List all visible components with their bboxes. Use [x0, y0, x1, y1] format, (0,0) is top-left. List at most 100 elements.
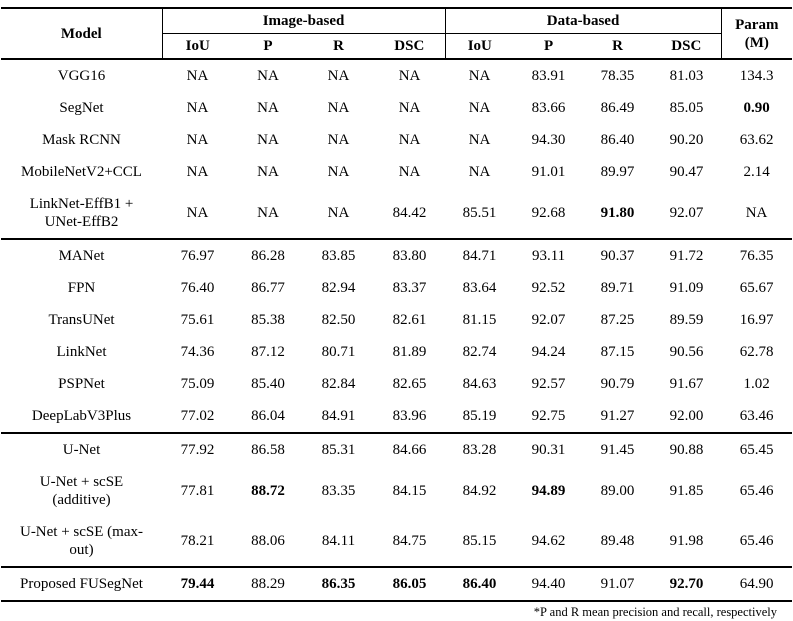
- col-header-p-data: P: [514, 33, 584, 60]
- model-name: U-Net + scSE (max-out): [1, 516, 162, 568]
- value-cell: NA: [398, 164, 421, 180]
- value-cell: 77.02: [162, 400, 233, 434]
- col-header-iou-data: IoU: [445, 33, 515, 60]
- value-cell: 86.58: [251, 442, 285, 458]
- value-cell: 85.51: [445, 188, 515, 240]
- col-group-image-based: Image-based: [162, 8, 446, 34]
- value-cell: 92.75: [514, 400, 584, 434]
- table-row: SegNet NA NA NA NA NA 83.66 86.49 85.05 0.90: [1, 92, 792, 124]
- value-cell: 84.15: [392, 483, 427, 499]
- value-cell: 84.91: [303, 400, 374, 434]
- value-cell: 74.36: [180, 344, 215, 360]
- table-footnote: *P and R mean precision and recall, resp…: [533, 605, 777, 619]
- value-cell: 92.52: [531, 280, 566, 296]
- value-cell: 76.97: [180, 248, 215, 264]
- table-row: DeepLabV3Plus 77.02 86.04 84.91 83.96 85.19 92…: [1, 400, 793, 434]
- value-cell: 91.80: [583, 188, 653, 240]
- value-cell: NA: [233, 188, 303, 240]
- value-cell: 84.66: [392, 442, 427, 458]
- value-cell: 92.00: [652, 400, 722, 434]
- value-cell: 84.92: [462, 483, 497, 499]
- value-cell: NA: [186, 100, 209, 116]
- model-name: U-Net + scSE (additive): [39, 474, 124, 508]
- model-name: U-Net: [62, 442, 101, 458]
- value-cell: 89.97: [600, 164, 635, 180]
- value-cell: 91.27: [583, 400, 653, 434]
- param-label-line2: (M): [744, 34, 769, 51]
- value-cell: 75.61: [180, 312, 215, 328]
- value-cell: 92.07: [652, 188, 722, 240]
- value-cell: NA: [468, 68, 491, 84]
- value-cell: 85.31: [321, 442, 356, 458]
- value-cell: 86.05: [392, 576, 427, 592]
- param-label-line1: Param: [735, 16, 779, 33]
- value-cell: 86.77: [251, 280, 285, 296]
- table-row: U-Net 77.92 86.58 85.31 84.66 83.28 90.31 91.45…: [1, 433, 792, 466]
- value-cell: 94.62: [514, 516, 584, 568]
- value-cell: 91.01: [531, 164, 566, 180]
- value-cell: NA: [398, 132, 421, 148]
- col-header-iou-image: IoU: [162, 33, 233, 60]
- value-cell: 86.35: [321, 576, 356, 592]
- value-cell: 91.45: [600, 442, 635, 458]
- value-cell: 83.28: [462, 442, 497, 458]
- value-cell: NA: [303, 188, 374, 240]
- value-cell: NA: [257, 132, 279, 148]
- value-cell: 90.79: [600, 376, 635, 392]
- value-cell: 76.40: [180, 280, 215, 296]
- value-cell: 75.09: [180, 376, 215, 392]
- value-cell: NA: [468, 100, 491, 116]
- value-cell: 0.90: [743, 100, 770, 116]
- table-row: VGG16 NA NA NA NA NA 83.91 78.35 81.03 134.3: [1, 59, 792, 92]
- value-cell: 88.29: [251, 576, 285, 592]
- model-name: DeepLabV3Plus: [1, 400, 162, 434]
- model-name: LinkNet-EffB1 + UNet-EffB2: [1, 188, 162, 240]
- value-cell: NA: [186, 164, 209, 180]
- value-cell: 94.30: [531, 132, 566, 148]
- model-name: LinkNet: [56, 344, 107, 360]
- value-cell: 84.71: [462, 248, 497, 264]
- value-cell: 94.24: [531, 344, 566, 360]
- value-cell: 90.56: [669, 344, 704, 360]
- value-cell: 82.50: [321, 312, 356, 328]
- value-cell: 82.65: [392, 376, 427, 392]
- value-cell: 90.88: [669, 442, 704, 458]
- value-cell: NA: [162, 188, 233, 240]
- table-row: MANet 76.97 86.28 83.85 83.80 84.71 93.11 90.37…: [1, 239, 792, 272]
- value-cell: 81.89: [392, 344, 427, 360]
- col-header-dsc-image: DSC: [374, 33, 446, 60]
- value-cell: 86.49: [600, 100, 635, 116]
- value-cell: 92.57: [531, 376, 566, 392]
- value-cell: NA: [257, 164, 279, 180]
- value-cell: NA: [186, 68, 209, 84]
- value-cell: 94.89: [531, 483, 566, 499]
- col-header-param: Param (M): [721, 8, 793, 60]
- table-row: PSPNet 75.09 85.40 82.84 82.65 84.63 92.57 90.7…: [1, 368, 792, 400]
- value-cell: NA: [327, 100, 350, 116]
- table-header: Model Image-based Data-based Param (M) Io…: [1, 8, 793, 60]
- model-name: Proposed FUSegNet: [20, 576, 143, 592]
- col-header-model: Model: [1, 8, 163, 60]
- col-header-r-data: R: [583, 33, 653, 60]
- value-cell: 87.15: [600, 344, 635, 360]
- table-row: FPN 76.40 86.77 82.94 83.37 83.64 92.52 89.71 91…: [1, 272, 792, 304]
- value-cell: 91.67: [669, 376, 704, 392]
- header-row-groups: Model Image-based Data-based Param (M): [1, 8, 793, 60]
- value-cell: 83.37: [392, 280, 427, 296]
- value-cell: 83.85: [321, 248, 356, 264]
- table-row: MobileNetV2+CCL NA NA NA NA NA 91.01 89.97 90.47…: [1, 156, 792, 188]
- value-cell: 86.04: [233, 400, 303, 434]
- col-header-p-image: P: [233, 33, 303, 60]
- value-cell: 91.85: [669, 483, 704, 499]
- value-cell: NA: [398, 100, 421, 116]
- value-cell: 94.40: [531, 576, 566, 592]
- value-cell: 91.07: [600, 576, 635, 592]
- value-cell: 65.67: [739, 280, 774, 296]
- value-cell: 79.44: [180, 576, 215, 592]
- value-cell: 65.45: [739, 442, 774, 458]
- value-cell: 83.96: [374, 400, 446, 434]
- value-cell: 84.11: [303, 516, 374, 568]
- value-cell: 92.68: [514, 188, 584, 240]
- value-cell: NA: [327, 68, 350, 84]
